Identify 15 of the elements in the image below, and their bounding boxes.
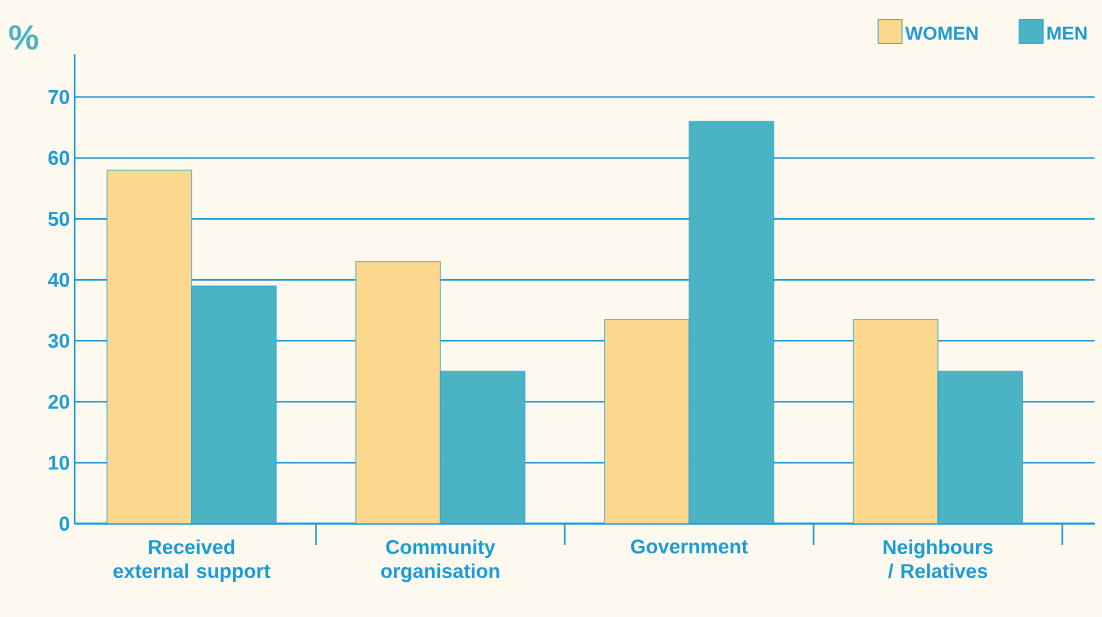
x-tick-label: Received external support xyxy=(113,539,271,583)
y-tick-label: 10 xyxy=(48,455,70,470)
x-tick-label: Community organisation xyxy=(381,539,500,583)
y-tick-label: 70 xyxy=(48,89,70,105)
x-tick-label: Government xyxy=(631,539,748,554)
legend-label: WOMEN xyxy=(905,26,978,40)
y-tick-label: 40 xyxy=(48,272,70,287)
y-axis-title: % xyxy=(9,25,39,50)
y-tick-label: 20 xyxy=(48,394,70,409)
y-tick-label: 30 xyxy=(48,333,70,348)
y-tick-label: 0 xyxy=(59,516,70,531)
y-tick-label: 50 xyxy=(48,211,70,226)
y-tick-label: 60 xyxy=(48,150,70,166)
x-tick-label: Neighbours / Relatives xyxy=(883,539,993,579)
legend-label: MEN xyxy=(1047,26,1087,40)
